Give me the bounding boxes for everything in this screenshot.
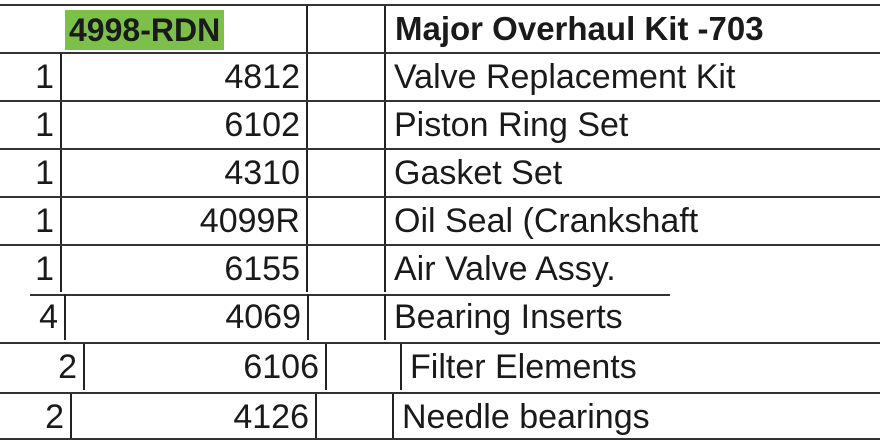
header-row: 4998-RDN Major Overhaul Kit -703: [0, 4, 880, 52]
table-row: 1 4310 Gasket Set: [0, 148, 880, 196]
divider: [70, 394, 72, 440]
table-row: 1 6155 Air Valve Assy.: [0, 244, 880, 292]
description: Air Valve Assy.: [394, 250, 616, 288]
divider: [306, 198, 308, 244]
description: Valve Replacement Kit: [394, 58, 736, 96]
quantity: 1: [35, 106, 54, 144]
table-row: 2 4126 Needle bearings: [0, 392, 880, 440]
description: Needle bearings: [402, 398, 650, 436]
divider: [60, 246, 62, 292]
table-row: 4 4069 Bearing Inserts: [0, 294, 880, 342]
part-number: 6155: [224, 250, 300, 288]
quantity: 2: [58, 348, 77, 386]
divider: [60, 54, 62, 100]
part-number: 6102: [224, 106, 300, 144]
part-number: 4126: [233, 398, 309, 436]
divider: [60, 102, 62, 148]
divider: [384, 198, 386, 244]
divider: [306, 150, 308, 196]
description: Gasket Set: [394, 154, 563, 192]
divider: [400, 344, 402, 390]
part-number: 4069: [225, 298, 301, 336]
divider: [384, 246, 386, 292]
divider: [64, 294, 66, 340]
divider: [384, 150, 386, 196]
divider: [384, 294, 386, 340]
divider: [384, 102, 386, 148]
quantity: 1: [35, 58, 54, 96]
divider: [306, 246, 308, 292]
divider: [30, 294, 670, 296]
quantity: 1: [35, 250, 54, 288]
divider: [325, 344, 327, 390]
divider: [306, 6, 308, 52]
table-row: 1 6102 Piston Ring Set: [0, 100, 880, 148]
part-number: 4310: [224, 154, 300, 192]
divider: [306, 54, 308, 100]
divider: [384, 6, 386, 52]
description: Bearing Inserts: [394, 298, 623, 336]
description: Filter Elements: [410, 348, 637, 386]
description: Oil Seal (Crankshaft: [394, 202, 699, 240]
table-row: 1 4099R Oil Seal (Crankshaft: [0, 196, 880, 244]
part-number: 4812: [224, 58, 300, 96]
table-row: 2 6106 Filter Elements: [0, 342, 880, 390]
divider: [315, 394, 317, 440]
divider: [384, 54, 386, 100]
quantity: 4: [39, 298, 58, 336]
divider: [306, 102, 308, 148]
part-number: 6106: [243, 348, 319, 386]
divider: [0, 438, 880, 440]
quantity: 1: [35, 154, 54, 192]
quantity: 1: [35, 202, 54, 240]
divider: [83, 344, 85, 390]
part-number: 4099R: [199, 202, 300, 240]
table-row: 1 4812 Valve Replacement Kit: [0, 52, 880, 100]
divider: [307, 294, 309, 340]
description: Piston Ring Set: [394, 106, 629, 144]
quantity: 2: [45, 398, 64, 436]
kit-number: 4998-RDN: [65, 10, 225, 50]
divider: [60, 150, 62, 196]
divider: [392, 394, 394, 440]
kit-title: Major Overhaul Kit -703: [395, 10, 764, 47]
divider: [60, 198, 62, 244]
